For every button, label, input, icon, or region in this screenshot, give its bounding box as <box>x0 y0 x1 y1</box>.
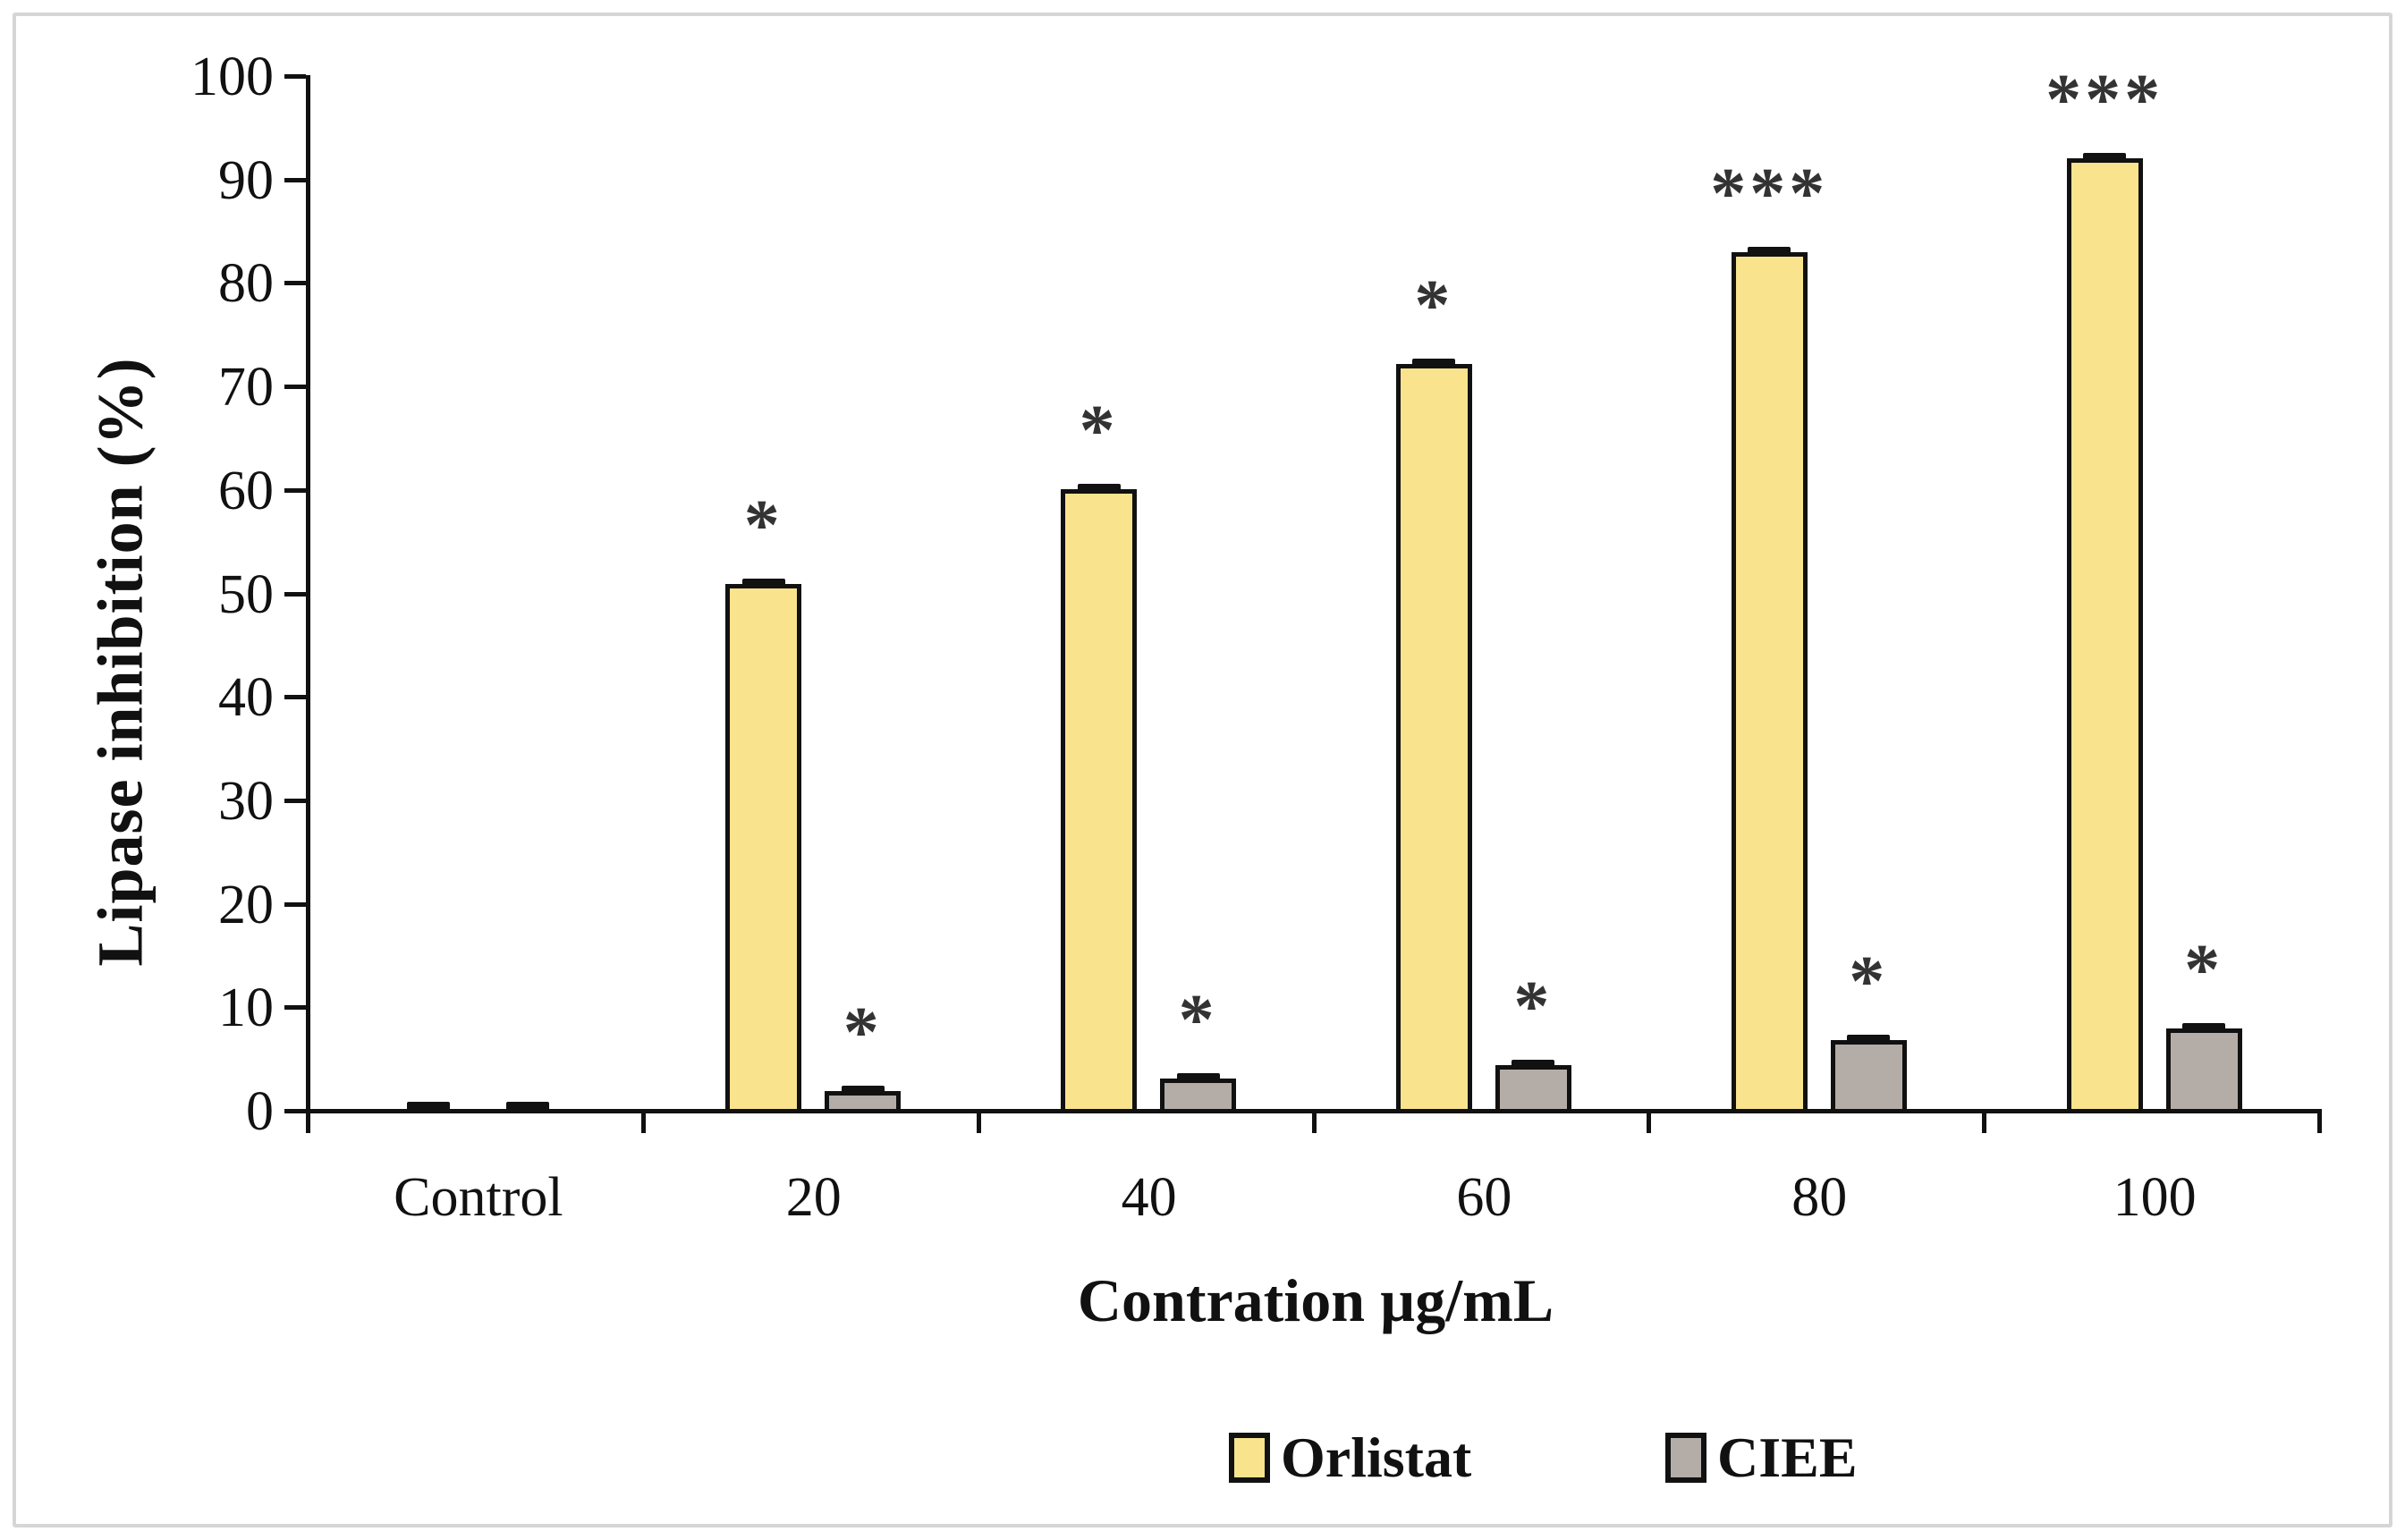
error-cap <box>505 1102 549 1112</box>
bar-orlistat-100 <box>2066 158 2143 1113</box>
x-tick-label: Control <box>394 1167 563 1228</box>
x-tick <box>976 1113 981 1133</box>
y-tick-label: 60 <box>218 460 274 521</box>
error-cap <box>2083 153 2127 164</box>
y-axis-line <box>306 75 310 1133</box>
significance-marker: *** <box>2045 61 2164 140</box>
significance-marker: * <box>1079 392 1119 471</box>
error-cap <box>406 1102 450 1112</box>
y-tick <box>284 591 306 597</box>
bar-orlistat-80 <box>1731 252 1808 1113</box>
legend-entry-orlistat: Orlistat <box>1229 1426 1471 1489</box>
error-cap <box>1512 1059 1555 1070</box>
y-tick-label: 40 <box>218 667 274 729</box>
y-tick-label: 70 <box>218 357 274 419</box>
error-cap <box>1847 1034 1891 1045</box>
y-tick <box>284 695 306 700</box>
y-tick <box>284 74 306 79</box>
y-tick-label: 90 <box>218 149 274 211</box>
legend-label-ciee: CIEE <box>1717 1426 1858 1489</box>
y-tick-label: 20 <box>218 874 274 935</box>
significance-marker: * <box>1513 967 1554 1046</box>
bar-orlistat-20 <box>725 583 802 1113</box>
y-tick-label: 80 <box>218 253 274 315</box>
y-tick <box>284 487 306 493</box>
y-tick-label: 0 <box>246 1081 274 1142</box>
significance-marker: *** <box>1710 155 1829 234</box>
x-tick-label: 60 <box>1456 1167 1512 1228</box>
bar-ciee-60 <box>1495 1064 1571 1113</box>
significance-marker: * <box>1849 942 1889 1021</box>
significance-marker: * <box>1414 267 1454 346</box>
x-tick-label: 20 <box>785 1167 842 1228</box>
y-axis-title: Lipase inhibition (%) <box>84 357 157 967</box>
x-tick-label: 80 <box>1791 1167 1848 1228</box>
y-tick-label: 50 <box>218 563 274 625</box>
x-tick <box>640 1113 646 1133</box>
legend-swatch-orlistat <box>1229 1433 1270 1483</box>
legend-swatch-ciee <box>1665 1433 1706 1483</box>
x-tick <box>1311 1113 1317 1133</box>
y-tick <box>284 177 306 182</box>
bar-ciee-40 <box>1160 1078 1237 1113</box>
y-tick-label: 30 <box>218 770 274 832</box>
x-tick <box>1982 1113 1987 1133</box>
x-tick-label: 100 <box>2113 1167 2197 1228</box>
y-tick <box>284 901 306 907</box>
y-tick-label: 10 <box>218 977 274 1039</box>
x-tick-label: 40 <box>1121 1167 1177 1228</box>
y-tick-label: 100 <box>191 47 274 107</box>
y-tick <box>284 1005 306 1011</box>
error-cap <box>741 578 785 588</box>
y-tick <box>284 281 306 286</box>
bar-ciee-100 <box>2165 1028 2242 1113</box>
error-cap <box>1176 1072 1220 1083</box>
significance-marker: * <box>843 993 883 1072</box>
x-tick <box>306 1113 310 1133</box>
error-cap <box>841 1085 885 1096</box>
legend-label-orlistat: Orlistat <box>1281 1426 1472 1489</box>
y-tick <box>284 1109 306 1113</box>
bar-orlistat-60 <box>1395 364 1472 1113</box>
y-tick <box>284 385 306 390</box>
x-axis-title: Contration µg/mL <box>1077 1266 1554 1334</box>
bar-ciee-80 <box>1830 1039 1907 1113</box>
error-cap <box>1748 247 1791 258</box>
significance-marker: * <box>2184 931 2224 1011</box>
y-tick <box>284 798 306 803</box>
error-cap <box>1412 359 1456 369</box>
x-tick <box>2317 1113 2322 1133</box>
significance-marker: * <box>1178 980 1218 1060</box>
error-cap <box>1077 484 1121 495</box>
legend-entry-ciee: CIEE <box>1665 1426 1858 1489</box>
x-tick <box>1647 1113 1652 1133</box>
x-axis-line <box>306 1109 2322 1113</box>
error-cap <box>2182 1023 2226 1034</box>
significance-marker: * <box>743 486 783 565</box>
